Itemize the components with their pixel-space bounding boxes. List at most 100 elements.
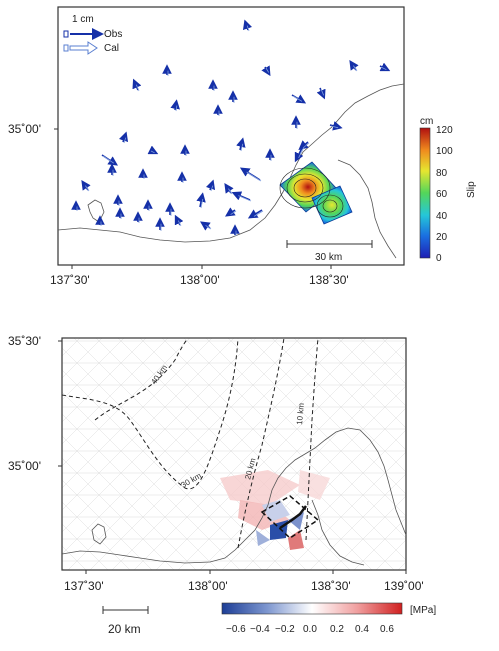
cal-arrow-icon — [69, 41, 98, 55]
bottom-lon-tick-137-30: 137˚30' — [64, 579, 104, 593]
cal-vector — [123, 137, 127, 144]
vector-legend: 1 cm Obs Cal — [63, 14, 122, 55]
lake-bottom — [91, 523, 107, 545]
slip-tick-0: 0 — [436, 253, 442, 264]
top-lat-tick-35-00: 35˚00' — [8, 122, 41, 136]
fault-outline — [260, 495, 320, 539]
bottom-map-frame — [61, 337, 407, 571]
slip-tick-60: 60 — [436, 189, 448, 200]
stress-tick-0-2: 0.2 — [330, 624, 344, 635]
cal-vector — [246, 171, 262, 182]
cal-vector — [240, 143, 244, 152]
cal-vector — [320, 88, 325, 96]
cal-vector — [298, 146, 305, 158]
stress-tick-0-4: 0.4 — [355, 624, 369, 635]
coastline-bottom — [61, 427, 407, 564]
stress-colorbar: [MPa] −0.6 −0.4 −0.2 0.0 0.2 0.4 0.6 — [221, 602, 436, 635]
contour-10km — [305, 337, 319, 541]
obs-vector — [247, 209, 263, 219]
stress-change-patches — [220, 470, 330, 550]
stress-tick-neg-0-2: −0.2 — [275, 624, 295, 635]
top-map-frame — [57, 6, 405, 266]
obs-vector — [132, 78, 142, 91]
cal-vector — [205, 225, 212, 230]
slip-colorbar-title: Slip — [466, 181, 477, 198]
cal-vector — [85, 185, 90, 192]
peninsula-bottom — [311, 499, 365, 566]
cal-vector — [200, 198, 204, 209]
cal-vector — [253, 210, 264, 217]
top-lon-tick-138-30: 138˚30' — [309, 273, 349, 287]
bottom-lat-tick-35-30: 35˚30' — [8, 334, 41, 348]
top-axis-ticks: 35˚00' 137˚30' 138˚00' 138˚30' — [8, 122, 349, 287]
cal-vector — [150, 150, 155, 154]
obs-vector — [231, 191, 251, 201]
displacement-vectors — [71, 19, 391, 236]
obs-vector — [147, 145, 159, 155]
stress-tick-neg-0-6: −0.6 — [226, 624, 246, 635]
obs-vector — [316, 87, 326, 100]
top-scalebar-label: 30 km — [315, 252, 342, 263]
cal-vector — [102, 155, 115, 164]
cal-vector — [210, 185, 214, 192]
slip-tick-100: 100 — [436, 146, 453, 157]
cal-vector — [238, 195, 252, 202]
obs-vector — [118, 131, 129, 143]
coastline-top-peninsula — [337, 159, 397, 259]
top-map: 1 cm Obs Cal 30 km 35˚00' 137˚30' 138˚00… — [8, 6, 477, 287]
bottom-lat-tick-35-00: 35˚00' — [8, 459, 41, 473]
contour-label-10km: 10 km — [295, 402, 306, 425]
cal-vector — [135, 84, 140, 92]
contour-30km — [61, 337, 239, 490]
top-scalebar: 30 km — [286, 240, 373, 263]
legend-cal-label: Cal — [104, 43, 119, 54]
cal-vector — [228, 188, 233, 195]
cal-vector — [303, 142, 310, 148]
slip-colorbar: cm 120 100 80 60 40 20 0 Slip — [419, 116, 477, 264]
obs-vector — [174, 214, 184, 226]
stress-tick-neg-0-4: −0.4 — [250, 624, 270, 635]
stress-tick-0-6: 0.6 — [380, 624, 394, 635]
slip-distribution — [279, 161, 353, 225]
obs-vector — [236, 137, 246, 151]
bottom-axis-ticks: 35˚30' 35˚00' 137˚30' 138˚00' 138˚30' 13… — [8, 334, 424, 593]
top-lon-tick-137-30: 137˚30' — [50, 273, 90, 287]
coastline-top — [57, 83, 405, 243]
obs-vector — [205, 179, 216, 191]
cal-vector — [230, 210, 237, 215]
obs-vector — [379, 62, 391, 72]
cal-vector — [265, 67, 270, 73]
obs-vector — [225, 207, 236, 217]
stress-colorbar-unit: [MPa] — [410, 605, 436, 616]
obs-vector — [294, 145, 304, 163]
cal-vector — [380, 66, 387, 71]
cal-vector — [330, 125, 339, 129]
slip-tick-20: 20 — [436, 232, 448, 243]
obs-vector — [329, 121, 343, 131]
legend-scale-label: 1 cm — [72, 14, 94, 25]
cal-vector — [292, 95, 303, 102]
cal-vector — [175, 105, 178, 112]
bottom-scalebar: 20 km — [102, 606, 149, 636]
bottom-lon-tick-138-30: 138˚30' — [311, 579, 351, 593]
bottom-map: 40 km 30 km 20 km 10 km 35˚30' 35˚00' 13… — [8, 334, 436, 636]
legend-obs-label: Obs — [104, 29, 122, 40]
obs-vector — [170, 99, 180, 111]
bottom-scalebar-label: 20 km — [108, 622, 141, 636]
cal-vector — [353, 65, 358, 72]
bottom-lon-tick-139-00: 139˚00' — [384, 579, 424, 593]
obs-vector — [196, 192, 206, 208]
depth-contours — [61, 337, 319, 549]
cal-vector — [177, 220, 182, 227]
fault-trace — [279, 505, 307, 530]
cal-vector — [246, 25, 250, 32]
slip-tick-40: 40 — [436, 211, 448, 222]
obs-vector — [242, 19, 253, 31]
top-lon-tick-138-00: 138˚00' — [180, 273, 220, 287]
slip-tick-80: 80 — [436, 168, 448, 179]
contour-20km — [237, 337, 285, 549]
slip-colorbar-unit: cm — [420, 116, 433, 127]
stress-tick-0-0: 0.0 — [303, 624, 317, 635]
bottom-lon-tick-138-00: 138˚00' — [188, 579, 228, 593]
